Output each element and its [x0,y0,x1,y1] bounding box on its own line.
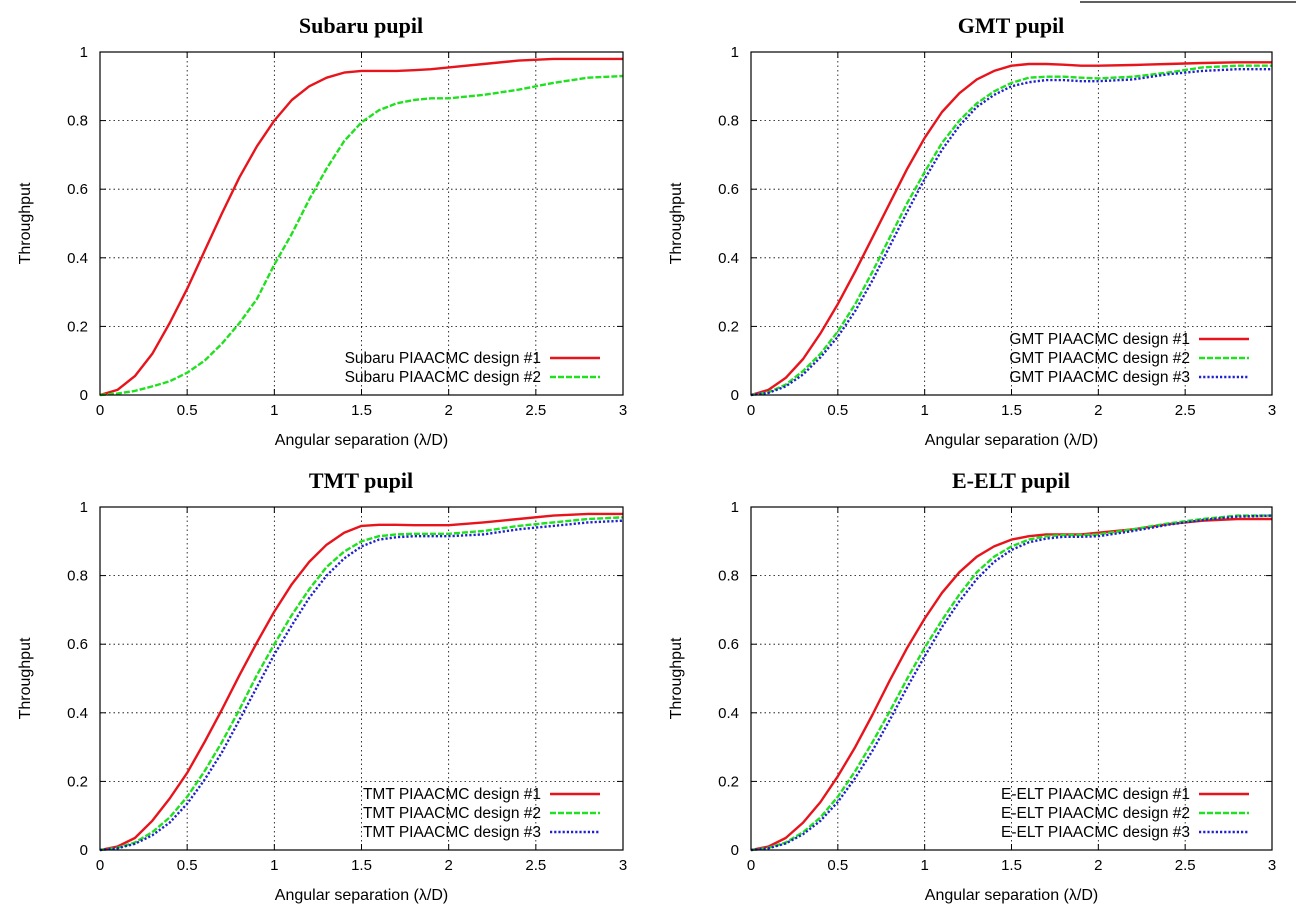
x-axis-label: Angular separation (λ/D) [925,887,1098,904]
y-tick-label: 0.6 [718,181,739,198]
y-tick-label: 0.8 [718,568,739,585]
x-tick-label: 0.5 [827,857,848,874]
x-tick-label: 0 [96,857,104,874]
legend-label-2: Subaru PIAACMC design #2 [345,369,541,386]
chart-panel-3: TMT pupil 0 0.5 1 1.5 2 2.5 3 0 0.2 0.4 0.6 0.8 1 Angu… [17,468,627,904]
x-axis-label: Angular separation (λ/D) [275,887,448,904]
series-line-1 [99,512,623,852]
y-tick-label: 0.2 [718,318,739,335]
y-tick-label: 0.4 [718,705,739,722]
series-line-2 [750,514,1272,852]
y-tick-label: 0.8 [67,113,88,130]
legend-label-3: TMT PIAACMC design #3 [363,824,541,841]
y-tick-label: 0 [80,842,88,859]
x-tick-label: 0 [747,402,755,419]
x-tick-label: 1 [920,402,928,419]
x-tick-label: 0.5 [827,402,848,419]
y-tick-label: 0.6 [67,636,88,653]
y-tick-label: 0.2 [67,318,88,335]
y-axis-label: Throughput [668,637,685,719]
series-line-3 [750,67,1272,397]
chart-panel-2: GMT pupil 0 0.5 1 1.5 2 2.5 3 0 0.2 0.4 0.6 0.8 1 Angu… [668,13,1276,449]
series-line-3 [99,519,624,852]
series-line-2 [99,516,624,852]
chart-panel-1: Subaru pupil 0 0.5 1 1.5 2 2.5 3 0 0.2 0.4 0.6 0.8 1 A… [17,13,627,449]
y-tick-label: 0 [731,842,739,859]
y-tick-label: 0.4 [67,250,88,267]
x-axis-label: Angular separation (λ/D) [925,432,1098,449]
x-tick-label: 3 [619,402,627,419]
plot-frame [750,506,1273,851]
y-tick-label: 0 [80,387,88,404]
chart-title: TMT pupil [309,468,413,493]
legend-label-1: TMT PIAACMC design #1 [363,786,541,803]
series-line-1 [99,57,623,397]
x-tick-label: 2 [444,857,452,874]
y-tick-label: 0.4 [718,250,739,267]
chart-title: GMT pupil [958,13,1065,38]
y-axis-label: Throughput [668,182,685,264]
legend-label-1: GMT PIAACMC design #1 [1009,331,1190,348]
x-tick-label: 3 [1268,857,1276,874]
x-tick-label: 0 [96,402,104,419]
y-tick-label: 0.2 [718,773,739,790]
y-axis-label: Throughput [17,637,34,719]
series-line-2 [750,64,1272,397]
x-tick-label: 2.5 [1175,857,1196,874]
legend-label-1: Subaru PIAACMC design #1 [345,350,541,367]
y-tick-label: 0 [731,387,739,404]
y-tick-label: 0.8 [718,113,739,130]
chart-title: E-ELT pupil [952,468,1070,493]
x-tick-label: 1.5 [351,857,372,874]
legend-label-2: TMT PIAACMC design #2 [363,805,541,822]
plot-frame [99,506,624,851]
x-tick-label: 2.5 [525,402,546,419]
x-tick-label: 3 [619,857,627,874]
plot-frame [750,51,1273,396]
legend-label-3: GMT PIAACMC design #3 [1009,369,1190,386]
chart-panel-4: E-ELT pupil 0 0.5 1 1.5 2 2.5 3 0 0.2 0.4 0.6 0.8 1 An… [668,468,1276,904]
x-tick-label: 2 [1094,857,1102,874]
legend-label-2: GMT PIAACMC design #2 [1009,350,1190,367]
y-axis-label: Throughput [17,182,34,264]
y-tick-label: 0.6 [718,636,739,653]
x-tick-label: 2 [444,402,452,419]
y-tick-label: 1 [80,499,88,516]
x-tick-label: 0 [747,857,755,874]
x-tick-label: 0.5 [177,402,198,419]
x-tick-label: 3 [1268,402,1276,419]
legend-label-3: E-ELT PIAACMC design #3 [1001,824,1190,841]
y-tick-label: 0.2 [67,773,88,790]
chart-title: Subaru pupil [299,13,423,38]
y-tick-label: 0.6 [67,181,88,198]
x-axis-label: Angular separation (λ/D) [275,432,448,449]
x-tick-label: 1.5 [351,402,372,419]
x-tick-label: 1 [270,857,278,874]
series-line-1 [750,61,1272,397]
x-tick-label: 1 [920,857,928,874]
x-tick-label: 0.5 [177,857,198,874]
x-tick-label: 1 [270,402,278,419]
y-tick-label: 1 [731,44,739,61]
series-line-3 [750,514,1273,852]
y-tick-label: 1 [80,44,88,61]
legend-label-1: E-ELT PIAACMC design #1 [1001,786,1190,803]
x-tick-label: 1.5 [1001,402,1022,419]
y-tick-label: 1 [731,499,739,516]
series-line-2 [99,74,624,397]
legend-label-2: E-ELT PIAACMC design #2 [1001,805,1190,822]
x-tick-label: 2.5 [525,857,546,874]
y-tick-label: 0.4 [67,705,88,722]
x-tick-label: 1.5 [1001,857,1022,874]
plot-frame [99,51,624,396]
x-tick-label: 2 [1094,402,1102,419]
y-tick-label: 0.8 [67,568,88,585]
x-tick-label: 2.5 [1175,402,1196,419]
